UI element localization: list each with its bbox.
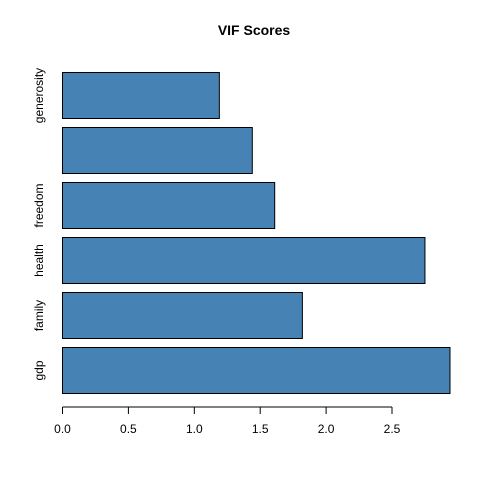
bar-generosity — [62, 72, 220, 119]
bar-gdp — [62, 347, 451, 394]
y-tick-label: freedom — [32, 183, 46, 227]
bar-unlabeled-4 — [62, 127, 253, 174]
x-tick-label: 2.5 — [384, 422, 401, 436]
bar-health — [62, 237, 426, 284]
y-tick-labels: gdp family health freedom generosity — [32, 68, 46, 381]
y-tick-label: gdp — [32, 360, 46, 380]
x-tick-label: 0.5 — [120, 422, 137, 436]
bar-family — [62, 292, 303, 339]
bars-layer — [62, 72, 451, 394]
bar-freedom — [62, 182, 276, 229]
x-tick-label: 1.5 — [252, 422, 269, 436]
x-tick-label: 0.0 — [54, 422, 71, 436]
y-tick-label: generosity — [32, 68, 46, 123]
y-tick-label: family — [32, 300, 46, 331]
y-tick-label: health — [32, 244, 46, 277]
x-tick-label: 1.0 — [186, 422, 203, 436]
chart-title: VIF Scores — [218, 22, 291, 38]
x-axis: 0.0 0.5 1.0 1.5 2.0 2.5 — [54, 406, 401, 436]
x-tick-label: 2.0 — [318, 422, 335, 436]
